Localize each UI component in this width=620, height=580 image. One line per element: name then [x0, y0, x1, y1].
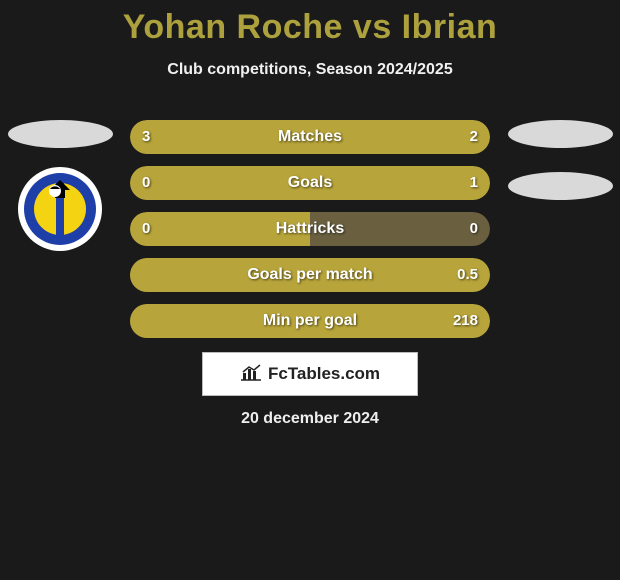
brand-name: FcTables.com [268, 364, 380, 384]
left-player-column [5, 120, 115, 252]
bar-chart-icon [240, 363, 262, 386]
player-photo-placeholder-right [508, 120, 613, 148]
stat-row: 32Matches [130, 120, 490, 154]
player-photo-placeholder-left [8, 120, 113, 148]
stat-row: 01Goals [130, 166, 490, 200]
stat-row: 0.5Goals per match [130, 258, 490, 292]
brand-badge[interactable]: FcTables.com [202, 352, 418, 396]
date-label: 20 december 2024 [0, 410, 620, 428]
stat-row: 00Hattricks [130, 212, 490, 246]
stat-label: Goals [130, 166, 490, 200]
club-logo-left [17, 166, 103, 252]
stat-label: Goals per match [130, 258, 490, 292]
stat-label: Min per goal [130, 304, 490, 338]
stats-rows: 32Matches 01Goals 00Hattricks 0.5Goals per … [130, 120, 490, 350]
stat-row: 218Min per goal [130, 304, 490, 338]
page-title: Yohan Roche vs Ibrian [0, 0, 620, 47]
stat-label: Matches [130, 120, 490, 154]
stat-label: Hattricks [130, 212, 490, 246]
right-player-column [505, 120, 615, 200]
subtitle: Club competitions, Season 2024/2025 [0, 61, 620, 79]
club-logo-placeholder-right [508, 172, 613, 200]
